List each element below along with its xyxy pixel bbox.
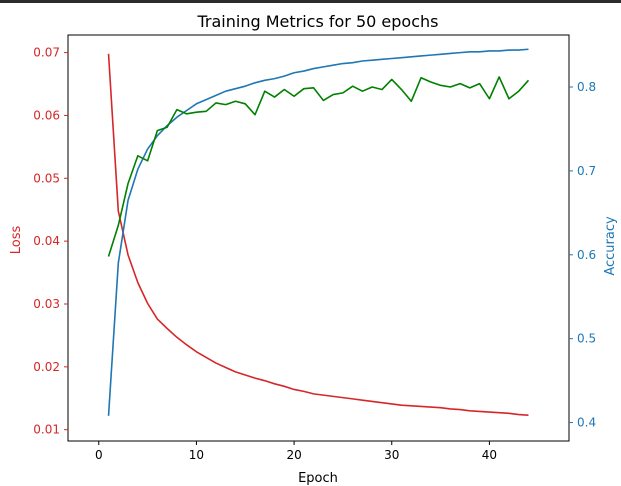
left-tick-label: 0.04 bbox=[33, 234, 60, 248]
val-accuracy-line bbox=[107, 76, 530, 257]
right-axis-label: Accuracy bbox=[603, 216, 618, 276]
right-tick-label: 0.7 bbox=[577, 164, 596, 178]
plot-frame bbox=[67, 34, 570, 442]
left-tick-label: 0.01 bbox=[33, 423, 60, 437]
left-tick-label: 0.03 bbox=[33, 297, 60, 311]
x-tick-label: 40 bbox=[482, 448, 497, 462]
left-axis-label: Loss bbox=[9, 226, 24, 255]
left-tick-label: 0.05 bbox=[33, 171, 60, 185]
left-tick-label: 0.07 bbox=[33, 46, 60, 60]
accuracy-line bbox=[107, 48, 529, 416]
right-tick-label: 0.6 bbox=[577, 248, 596, 262]
window-top-border bbox=[0, 0, 621, 3]
series-lines bbox=[107, 48, 530, 417]
right-tick-label: 0.4 bbox=[577, 416, 596, 430]
x-tick-label: 10 bbox=[189, 448, 204, 462]
axes: 0 10 20 30 40 0.01 0.02 0.03 0.04 0.05 0.06 0.07 0.4… bbox=[33, 34, 596, 462]
right-tick-label: 0.8 bbox=[577, 80, 596, 94]
right-tick-label: 0.5 bbox=[577, 332, 596, 346]
x-axis-label: Epoch bbox=[298, 471, 338, 486]
left-tick-label: 0.06 bbox=[33, 108, 60, 122]
x-tick-label: 30 bbox=[384, 448, 399, 462]
left-tick-label: 0.02 bbox=[33, 360, 60, 374]
chart-title: Training Metrics for 50 epochs bbox=[197, 12, 439, 31]
x-tick-label: 0 bbox=[95, 448, 103, 462]
x-tick-label: 20 bbox=[286, 448, 301, 462]
loss-line bbox=[107, 53, 529, 417]
